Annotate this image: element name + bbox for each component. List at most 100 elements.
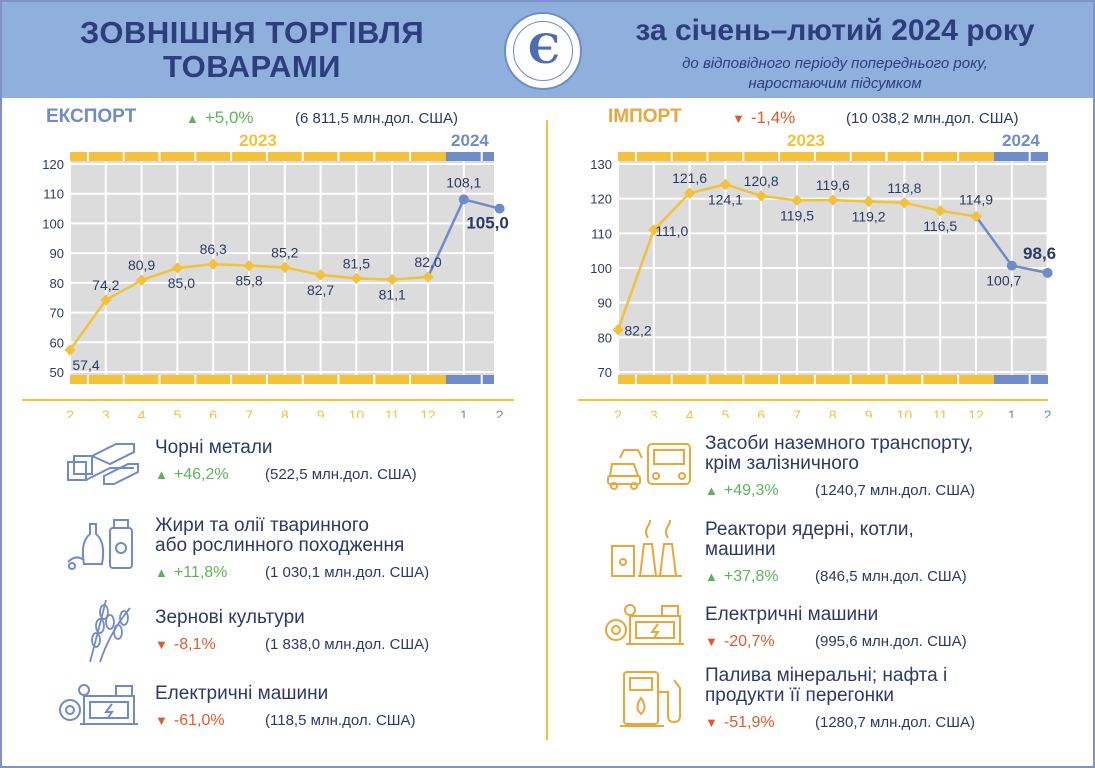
export-item-value: (1 030,1 млн.дол. США)	[265, 564, 430, 581]
import-data-label: 119,6	[816, 177, 850, 193]
export-item-change-value: +46,2%	[173, 466, 229, 483]
export-data-label: 82,0	[414, 254, 441, 270]
export-item-title-line: Зернові культури	[155, 607, 305, 628]
export-xtick-label: 12	[420, 407, 436, 418]
steel-beams-icon	[67, 443, 139, 485]
import-item-title-line: Реактори ядерні, котли,	[705, 519, 914, 540]
export-item: Зернові культури ▼ -8,1% (1 838,0 млн.дол. …	[155, 608, 429, 654]
export-item: Електричні машини ▼ -61,0% (118,5 млн.дол. …	[155, 684, 416, 730]
export-data-point	[64, 344, 76, 356]
import-item-title: Реактори ядерні, котли, машини	[705, 520, 967, 560]
export-data-point	[314, 269, 327, 281]
import-data-point	[827, 194, 839, 206]
export-item-value: (118,5 млн.дол. США)	[265, 712, 416, 729]
import-item-stats: ▼ -20,7% (995,6 млн.дол. США)	[705, 633, 967, 651]
export-ytick-label: 120	[42, 157, 64, 172]
import-year-band-top	[618, 152, 994, 161]
subtitle-line2: наростаючим підсумком	[748, 75, 922, 92]
export-ytick-label: 100	[42, 216, 64, 231]
export-item-stats: ▲ +46,2% (522,5 млн.дол. США)	[155, 466, 417, 484]
import-xtick-label: 9	[865, 407, 873, 418]
export-xtick-label: 5	[174, 407, 182, 418]
export-item-change-value: -61,0%	[173, 712, 225, 729]
import-item-stats: ▲ +37,8% (846,5 млн.дол. США)	[705, 568, 967, 586]
ukrstat-logo: Є	[504, 12, 582, 90]
import-item-title-line: Електричні машини	[705, 604, 879, 625]
export-data-point	[135, 274, 148, 286]
export-ytick-label: 60	[50, 335, 64, 350]
import-item-change: ▲ +37,8%	[705, 568, 815, 586]
import-item-title-line: Палива мінеральні; нафта і	[705, 665, 948, 686]
export-xtick-label: 4	[138, 407, 146, 418]
import-item-title-line: продукти її перегонки	[705, 685, 895, 706]
import-value: (10 038,2 млн.дол. США)	[846, 110, 1019, 127]
import-item-change: ▼ -20,7%	[705, 633, 815, 651]
export-item-title: Жири та олії тваринного або рослинного по…	[155, 516, 429, 556]
down-triangle-icon: ▼	[705, 715, 718, 730]
import-ytick-label: 70	[598, 365, 612, 380]
export-data-point	[386, 273, 398, 286]
export-item-change: ▼ -8,1%	[155, 636, 265, 654]
down-triangle-icon: ▼	[732, 111, 745, 126]
import-item-change: ▲ +49,3%	[705, 482, 815, 500]
logo-glyph: Є	[528, 26, 560, 73]
export-data-label: 85,0	[168, 275, 195, 291]
export-ytick-label: 70	[50, 306, 64, 321]
export-xtick-label: 8	[281, 407, 289, 418]
import-ytick-label: 90	[598, 296, 612, 311]
import-ytick-label: 130	[590, 157, 612, 172]
export-item: Чорні метали ▲ +46,2% (522,5 млн.дол. США)	[155, 438, 417, 484]
import-data-label: 118,8	[887, 180, 921, 196]
import-item-title-line: Засоби наземного транспорту,	[705, 433, 974, 454]
import-data-label: 111,0	[655, 223, 688, 239]
page-title-line1: ЗОВНІШНЯ ТОРГІВЛЯ	[79, 15, 425, 50]
export-data-point	[350, 272, 363, 285]
export-data-point	[422, 271, 434, 283]
import-item: Засоби наземного транспорту, крім залізни…	[705, 434, 975, 500]
export-ytick-label: 110	[43, 187, 64, 202]
export-data-point	[458, 194, 469, 205]
import-item: Реактори ядерні, котли, машини ▲ +37,8% (846…	[705, 520, 967, 586]
export-data-point	[171, 262, 184, 274]
export-item-title-line: Електричні машини	[155, 683, 329, 704]
export-item-title-line: Чорні метали	[155, 437, 273, 458]
import-item-value: (846,5 млн.дол. США)	[815, 568, 967, 585]
subtitle-line1: до відповідного періоду попереднього рок…	[682, 55, 988, 72]
import-data-label: 119,2	[852, 208, 886, 224]
export-data-label: 81,1	[379, 287, 406, 303]
import-year-band-top	[993, 152, 1048, 161]
export-xtick-label: 2	[66, 407, 74, 418]
export-xtick-label: 11	[385, 407, 400, 418]
import-data-point	[1042, 267, 1053, 278]
import-xtick-label: 3	[650, 407, 658, 418]
export-item-value: (1 838,0 млн.дол. США)	[265, 636, 430, 653]
import-item-stats: ▲ +49,3% (1240,7 млн.дол. США)	[705, 482, 975, 500]
import-xtick-label: 2	[614, 407, 622, 418]
import-item-value: (1280,7 млн.дол. США)	[815, 714, 975, 731]
export-data-label: 82,7	[307, 282, 334, 298]
export-data-point	[494, 203, 505, 214]
down-triangle-icon: ▼	[155, 713, 168, 728]
import-xtick-label: 12	[968, 407, 984, 418]
import-data-point	[862, 195, 875, 208]
export-year-band-bottom	[70, 375, 446, 384]
import-ytick-label: 80	[598, 330, 612, 345]
export-item-change: ▲ +46,2%	[155, 466, 265, 484]
up-triangle-icon: ▲	[705, 483, 718, 498]
export-item-change: ▲ +11,8%	[155, 564, 265, 582]
export-item-stats: ▼ -61,0% (118,5 млн.дол. США)	[155, 712, 416, 730]
import-data-point	[1006, 260, 1017, 271]
export-item-title: Зернові культури	[155, 608, 429, 628]
export-item-stats: ▼ -8,1% (1 838,0 млн.дол. США)	[155, 636, 429, 654]
export-year-label: 2023	[239, 131, 277, 150]
import-year-label: 2024	[1002, 131, 1040, 150]
import-item-stats: ▼ -51,9% (1280,7 млн.дол. США)	[705, 714, 975, 732]
export-item-stats: ▲ +11,8% (1 030,1 млн.дол. США)	[155, 564, 429, 582]
import-ytick-label: 120	[590, 192, 612, 207]
fuel-pump-icon	[620, 671, 681, 727]
import-item: Палива мінеральні; нафта і продукти її пе…	[705, 666, 975, 732]
import-data-label: 124,1	[708, 191, 743, 207]
export-data-label: 105,0	[466, 214, 509, 233]
import-xtick-label: 6	[757, 407, 765, 418]
